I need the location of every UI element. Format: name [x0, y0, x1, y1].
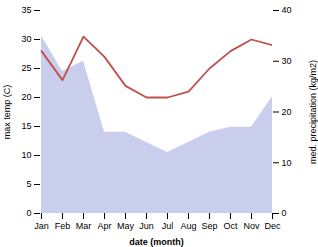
svg-text:Jan: Jan	[34, 221, 49, 231]
svg-text:0: 0	[282, 208, 287, 218]
svg-text:Sep: Sep	[201, 221, 217, 231]
svg-text:40: 40	[282, 5, 292, 15]
svg-text:Dec: Dec	[264, 221, 281, 231]
svg-text:Mar: Mar	[76, 221, 92, 231]
svg-text:30: 30	[21, 34, 31, 44]
svg-text:Nov: Nov	[243, 221, 260, 231]
svg-text:5: 5	[26, 179, 31, 189]
svg-text:15: 15	[21, 121, 31, 131]
svg-text:max temp (C): max temp (C)	[2, 85, 12, 140]
svg-text:May: May	[117, 221, 135, 231]
svg-text:Jun: Jun	[139, 221, 154, 231]
svg-text:med. precipitation (kg/m2): med. precipitation (kg/m2)	[308, 60, 318, 164]
svg-text:30: 30	[282, 56, 292, 66]
svg-text:Oct: Oct	[223, 221, 238, 231]
svg-text:25: 25	[21, 63, 31, 73]
svg-text:10: 10	[21, 150, 31, 160]
svg-text:Jul: Jul	[162, 221, 174, 231]
svg-text:20: 20	[282, 107, 292, 117]
svg-text:10: 10	[282, 158, 292, 168]
svg-text:35: 35	[21, 5, 31, 15]
svg-text:Aug: Aug	[180, 221, 196, 231]
svg-text:Feb: Feb	[55, 221, 71, 231]
svg-text:20: 20	[21, 92, 31, 102]
svg-text:Apr: Apr	[97, 221, 111, 231]
svg-text:date (month): date (month)	[129, 237, 184, 247]
svg-text:0: 0	[26, 208, 31, 218]
